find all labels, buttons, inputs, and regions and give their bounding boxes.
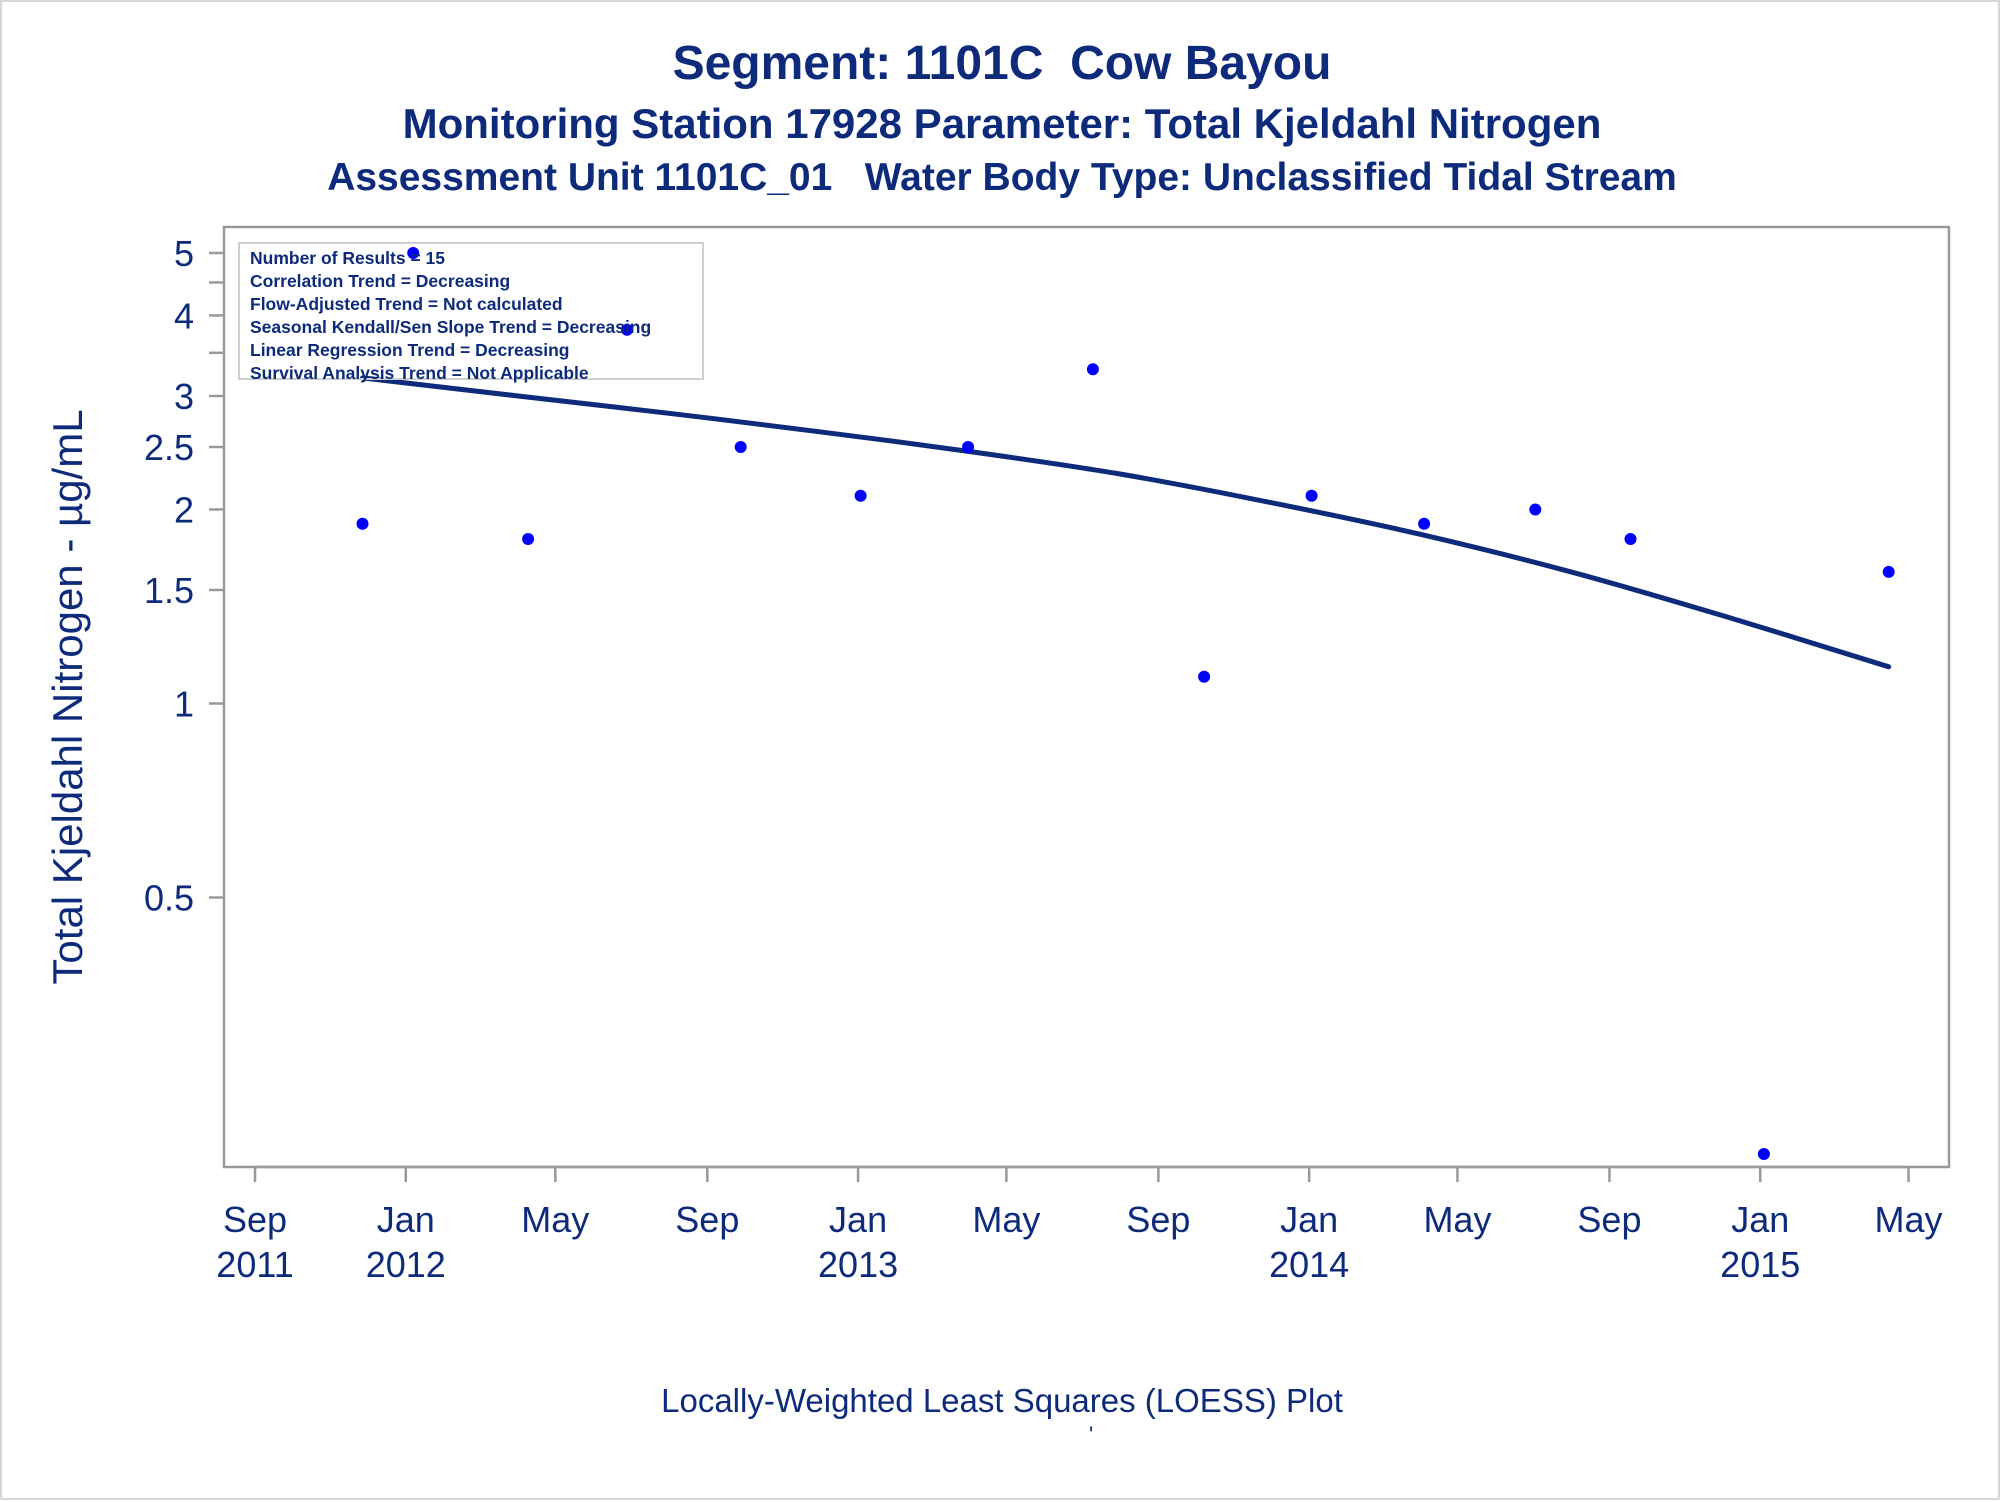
y-axis: 5 4 3 2.5 2 1.5 1 0.5 <box>144 233 224 919</box>
x-tick-label-month: Sep <box>223 1199 287 1240</box>
data-point <box>1086 363 1099 376</box>
x-tick-label-month: Sep <box>675 1199 739 1240</box>
loess-trend-layer <box>360 375 1892 670</box>
x-tick-label-year: 2014 <box>1269 1244 1349 1285</box>
data-point <box>962 441 975 453</box>
x-tick-label-month: Sep <box>1577 1199 1641 1240</box>
x-tick-label-month: May <box>972 1199 1040 1240</box>
stat-flow-adjusted-trend: Flow-Adjusted Trend = Not calculated <box>250 294 563 314</box>
x-tick-label-month: Sep <box>1126 1199 1190 1240</box>
x-tick-label-month: May <box>521 1199 589 1240</box>
x-tick-label-month: Jan <box>829 1199 887 1240</box>
y-tick-label: 3 <box>174 376 194 417</box>
y-tick-label: 2 <box>174 489 194 530</box>
data-point <box>1624 533 1637 545</box>
y-tick-label: 1 <box>174 683 194 724</box>
data-point <box>1529 503 1542 516</box>
stat-survival-analysis-trend: Survival Analysis Trend = Not Applicable <box>250 363 589 383</box>
data-point <box>1418 517 1431 530</box>
stat-correlation-trend: Correlation Trend = Decreasing <box>250 271 511 291</box>
y-tick-label: 0.5 <box>144 878 194 919</box>
x-tick-label-month: Jan <box>1731 1199 1789 1240</box>
data-point <box>356 517 369 530</box>
y-tick-label: 1.5 <box>144 570 194 611</box>
chart-footnote: Locally-Weighted Least Squares (LOESS) P… <box>661 1382 1343 1419</box>
footnote-mark: ' <box>1089 1422 1094 1447</box>
x-tick-label-year: 2012 <box>366 1244 446 1285</box>
x-tick-label-month: Jan <box>377 1199 435 1240</box>
y-tick-label: 4 <box>174 295 194 336</box>
chart-title: Segment: 1101C Cow Bayou <box>672 37 1332 90</box>
data-point <box>734 441 747 453</box>
x-tick-label-year: 2015 <box>1720 1244 1800 1285</box>
x-tick-label-year: 2011 <box>216 1244 293 1285</box>
stat-linear-regression-trend: Linear Regression Trend = Decreasing <box>250 340 570 360</box>
loess-trend-line <box>360 375 1892 670</box>
chart-subtitle-station: Monitoring Station 17928 Parameter: Tota… <box>402 100 1602 147</box>
y-tick-label: 5 <box>174 233 194 274</box>
data-point <box>522 533 535 545</box>
stat-number-of-results: Number of Results = 15 <box>250 248 445 268</box>
trend-stats-box: Number of Results = 15 Correlation Trend… <box>238 242 704 383</box>
x-tick-label-year: 2013 <box>818 1244 898 1285</box>
x-tick-label-month: Jan <box>1280 1199 1338 1240</box>
data-point <box>621 323 633 336</box>
x-tick-label-month: May <box>1875 1199 1943 1240</box>
chart-subtitle-assessment: Assessment Unit 1101C_01 Water Body Type… <box>327 156 1677 199</box>
data-point <box>854 489 867 502</box>
data-point <box>1757 1148 1770 1160</box>
data-point <box>1305 489 1318 502</box>
data-point <box>1198 670 1211 683</box>
data-points-layer <box>356 247 1895 1160</box>
x-tick-label-month: May <box>1423 1199 1491 1240</box>
stat-seasonal-kendall-trend: Seasonal Kendall/Sen Slope Trend = Decre… <box>250 317 652 337</box>
data-point <box>407 247 420 259</box>
y-tick-label: 2.5 <box>144 427 194 468</box>
y-axis-title: Total Kjeldahl Nitrogen - µg/mL <box>44 409 91 984</box>
data-point <box>1882 565 1895 578</box>
